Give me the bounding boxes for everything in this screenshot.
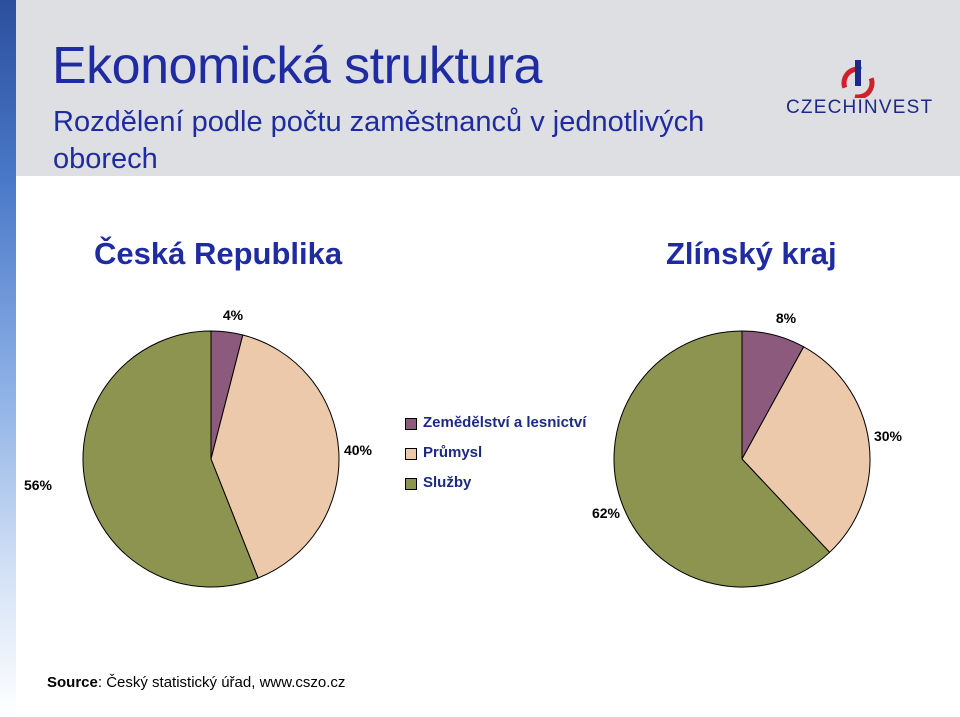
chart-title-cr: Česká Republika — [94, 236, 343, 271]
legend-item-sluzby: Služby — [405, 472, 645, 502]
legend-label-zemedelstvi: Zemědělství a lesnictví — [423, 414, 587, 431]
legend-label-sluzby: Služby — [423, 474, 472, 491]
legend-item-prumysl: Průmysl — [405, 442, 645, 472]
legend-label-prumysl: Průmysl — [423, 444, 483, 461]
pie-0-label-prumysl: 40% — [344, 442, 373, 458]
pie-0-slice-prumysl — [210, 334, 340, 579]
decorative-side-strip — [0, 0, 16, 717]
pie-0-slice-sluzby — [82, 330, 259, 588]
legend-swatch-sluzby — [405, 478, 417, 490]
pie-0-label-sluzby: 56% — [24, 477, 53, 493]
source-text: : Český statistický úřad, www.cszo.cz — [97, 674, 346, 691]
pie-1-slice-sluzby — [613, 330, 831, 588]
source-label: Source — [47, 674, 98, 691]
legend-item-zemedelstvi: Zemědělství a lesnictví — [405, 412, 645, 442]
logo-emblem-icon — [841, 60, 875, 98]
logo-text: CZECHINVEST — [786, 98, 933, 117]
header-band — [0, 0, 960, 176]
chart-legend: Zemědělství a lesnictví Průmysl Služby — [405, 412, 645, 502]
legend-swatch-prumysl — [405, 448, 417, 460]
legend-swatch-zemedelstvi — [405, 418, 417, 430]
chart-title-zlin: Zlínský kraj — [666, 236, 837, 271]
pie-1-label-zemedelstvi: 8% — [776, 310, 797, 326]
page-title: Ekonomická struktura — [52, 37, 542, 95]
logo-text-invest: INVEST — [857, 97, 934, 118]
pie-1-label-sluzby: 62% — [592, 505, 621, 521]
source-note: Source: Český statistický úřad, www.cszo… — [47, 675, 345, 690]
logo-text-czech: CZECH — [786, 97, 858, 118]
pie-0-label-zemedelstvi: 4% — [223, 307, 244, 323]
pie-1-slice-prumysl — [741, 346, 871, 554]
pie-1-label-prumysl: 30% — [874, 428, 903, 444]
czechinvest-logo: CZECHINVEST — [786, 58, 936, 120]
page-subtitle: Rozdělení podle počtu zaměstnanců v jedn… — [53, 106, 705, 175]
